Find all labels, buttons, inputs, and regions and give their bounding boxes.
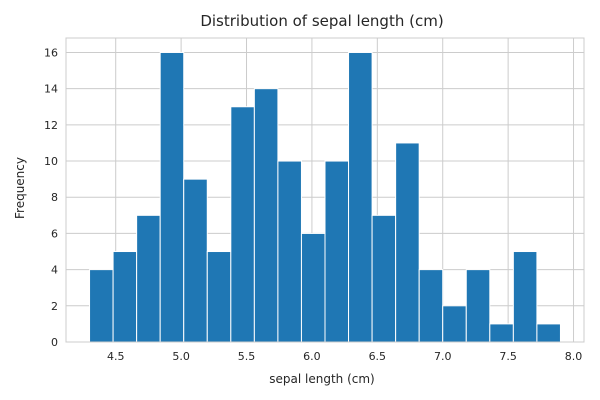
histogram-bar xyxy=(512,251,538,343)
histogram-bar xyxy=(89,269,114,343)
y-tick-label: 12 xyxy=(44,119,58,132)
x-tick-label: 6.5 xyxy=(369,350,387,363)
histogram-bar xyxy=(418,269,444,343)
x-tick-label: 6.0 xyxy=(303,350,321,363)
x-tick-label: 7.5 xyxy=(499,350,517,363)
y-tick-label: 2 xyxy=(51,300,58,313)
x-axis-label: sepal length (cm) xyxy=(269,372,374,386)
histogram-bar xyxy=(465,269,491,343)
x-tick-labels: 4.5 5.0 5.5 6.0 6.5 7.0 7.5 8.0 xyxy=(107,350,582,363)
x-tick-label: 5.0 xyxy=(172,350,190,363)
histogram-bar xyxy=(136,214,161,343)
histogram-bar xyxy=(112,251,138,343)
x-tick-label: 7.0 xyxy=(434,350,452,363)
y-tick-labels: 0 2 4 6 8 10 12 14 16 xyxy=(44,46,58,349)
y-tick-label: 4 xyxy=(51,264,58,277)
y-tick-label: 0 xyxy=(51,336,58,349)
histogram-bar xyxy=(230,106,255,343)
histogram-bar xyxy=(489,323,514,343)
histogram-bar xyxy=(300,232,326,343)
histogram-bar xyxy=(324,160,350,343)
y-tick-label: 14 xyxy=(44,83,58,96)
y-tick-label: 16 xyxy=(44,46,58,59)
histogram-bar xyxy=(536,323,561,343)
histogram-bar xyxy=(348,51,373,343)
histogram-bar xyxy=(159,51,185,343)
histogram-bar xyxy=(206,251,232,343)
histogram-bar xyxy=(253,88,279,343)
histogram-bar xyxy=(277,160,302,343)
y-tick-label: 10 xyxy=(44,155,58,168)
histogram-bar xyxy=(183,178,208,343)
x-tick-label: 8.0 xyxy=(565,350,583,363)
y-tick-label: 8 xyxy=(51,191,58,204)
plot-frame xyxy=(65,37,585,343)
histogram-bar xyxy=(395,142,420,343)
x-tick-label: 5.5 xyxy=(238,350,256,363)
x-tick-label: 4.5 xyxy=(107,350,125,363)
y-tick-label: 6 xyxy=(51,227,58,240)
histogram-bar xyxy=(371,214,397,343)
chart-title: Distribution of sepal length (cm) xyxy=(200,12,443,30)
y-axis-label: Frequency xyxy=(13,157,27,219)
histogram-bar xyxy=(442,305,467,343)
